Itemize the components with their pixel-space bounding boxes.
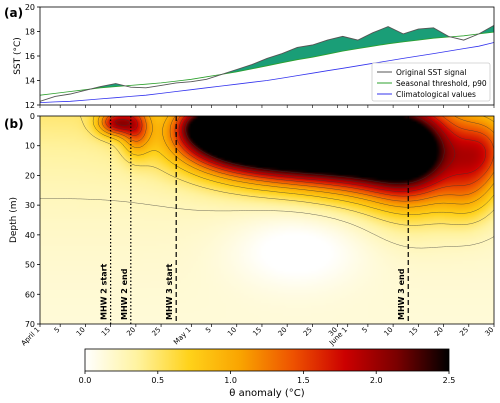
y-tick-label: 20 [25,171,35,180]
panel-b-y-axis-label: Depth (m) [9,197,19,243]
x-tick-label: 30 [327,326,339,338]
x-tick-label: 25 [458,326,470,338]
x-tick-label: 10 [75,326,87,338]
x-tick-label: 15 [408,326,420,338]
event-label: MHW 3 start [165,263,174,320]
y-tick-label: 12 [25,101,35,110]
colorbar: 0.0 0.5 1.0 1.5 2.0 2.5 θ anomaly (°C) [79,348,456,399]
contour-line [105,116,494,197]
x-tick-label: 5 [360,326,369,335]
panel-b-field [40,116,494,324]
contour-line [97,116,494,208]
x-tick-label: May 1 [172,326,193,347]
x-tick-label: 15 [100,326,112,338]
event-label: MHW 2 end [120,268,129,320]
anomaly-contours [40,116,494,249]
legend-label: Climatological values [396,90,476,99]
y-tick-label: 60 [25,290,35,299]
panel-a-label: (a) [4,6,23,20]
contour-line [92,116,494,215]
mhw-fill [222,26,450,75]
event-label: MHW 2 start [100,263,109,320]
x-tick-label: 15 [251,326,263,338]
x-tick-label: 10 [383,326,395,338]
event-label: MHW 3 end [397,268,406,320]
contour-line [40,198,494,249]
panel-b-frame [39,115,495,325]
colorbar-tick-label: 0.0 [79,376,92,385]
colorbar-tick-label: 1.5 [297,376,310,385]
x-tick-label: 5 [204,326,213,335]
panel-a-x-ticks [39,105,495,108]
legend-label: Seasonal threshold, p90 [396,79,487,88]
x-tick-label: 10 [226,326,238,338]
panel-a: (a) 12 14 16 18 20 SST (°C) Original SST sig… [4,3,495,110]
x-tick-label: 25 [151,326,163,338]
colorbar-ticks: 0.0 0.5 1.0 1.5 2.0 2.5 [79,371,456,385]
panel-a-lines [40,25,494,103]
colorbar-label: θ anomaly (°C) [229,388,305,399]
y-tick-label: 70 [25,320,35,329]
panel-a-legend: Original SST signal Seasonal threshold, p… [371,62,491,102]
colorbar-tick-label: 0.5 [151,376,164,385]
y-tick-label: 14 [25,77,35,86]
y-tick-label: 0 [30,112,35,121]
colorbar-tick-label: 2.0 [370,376,383,385]
y-tick-label: 16 [25,52,35,61]
panel-b: (b) 0 10 20 30 40 50 60 70 April 1 5 10 15 20 25 May … [4,112,495,348]
panel-b-y-ticks: 0 10 20 30 40 50 60 70 [25,112,40,329]
contour-line [115,116,456,188]
y-tick-label: 10 [25,142,35,151]
colorbar-tick-label: 2.5 [443,376,456,385]
y-tick-label: 20 [25,3,35,12]
colorbar-bar [84,348,450,372]
x-tick-label: 30 [483,326,495,338]
panel-a-y-ticks: 12 14 16 18 20 [25,3,40,110]
x-tick-label: 20 [433,326,445,338]
anomaly-heatmap [40,116,494,324]
y-tick-label: 30 [25,201,35,210]
legend-box [371,62,491,102]
contour-line [109,116,487,192]
colorbar-tick-label: 1.0 [224,376,237,385]
x-tick-label: April 1 [20,326,42,348]
series-line [40,31,494,96]
x-tick-label: 25 [302,326,314,338]
x-tick-label: 5 [53,326,62,335]
event-labels: MHW 2 start MHW 2 end MHW 3 start MHW 3 end [100,263,407,320]
contour-line [185,116,445,185]
event-lines [110,116,409,324]
panel-b-label: (b) [4,117,24,131]
y-tick-label: 50 [25,261,35,270]
panel-a-y-axis-label: SST (°C) [13,37,23,75]
series-line [40,42,494,103]
x-tick-label: 20 [277,326,289,338]
series-line [40,25,494,102]
y-tick-label: 18 [25,28,35,37]
contour-line [80,116,494,226]
contour-line [101,116,494,202]
legend-label: Original SST signal [396,68,466,77]
x-tick-label: 20 [125,326,137,338]
y-tick-label: 40 [25,231,35,240]
